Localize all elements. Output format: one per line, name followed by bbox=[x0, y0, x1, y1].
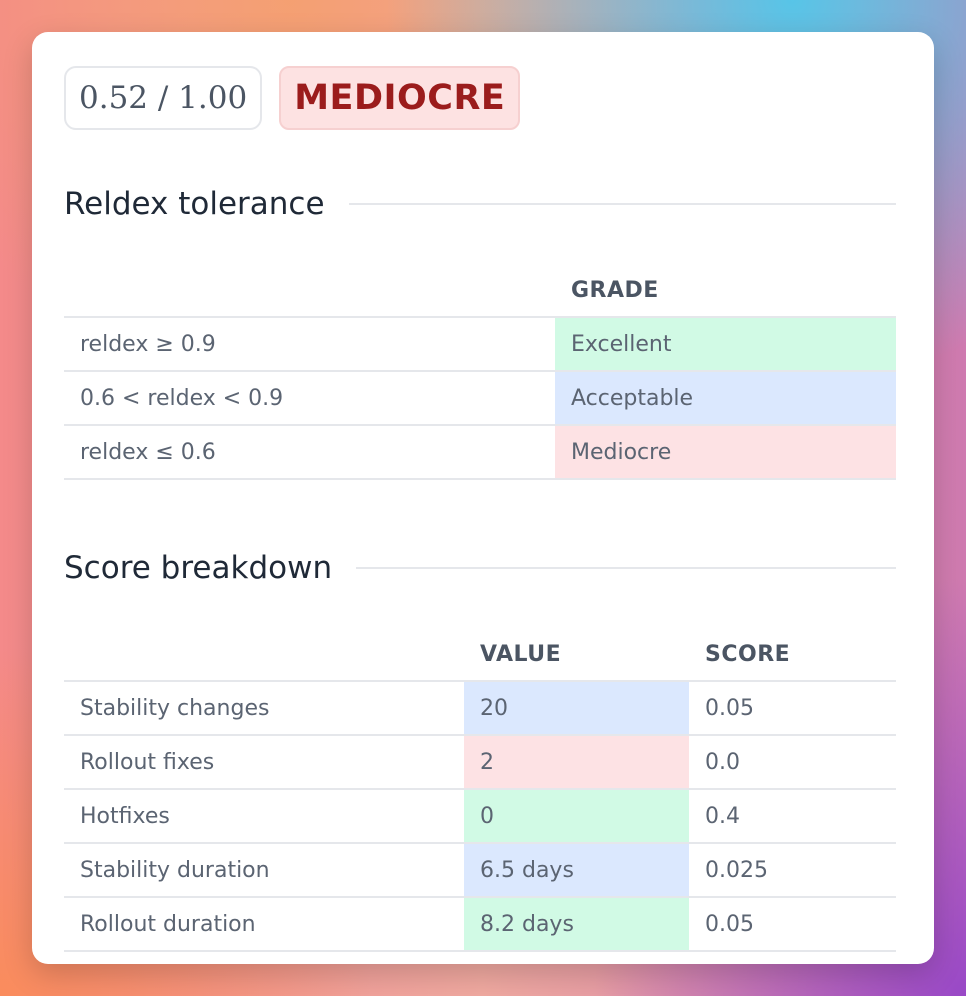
grade-cell: Acceptable bbox=[555, 371, 896, 426]
breakdown-table: VALUE SCORE Stability changes 20 0.05 Rollo… bbox=[64, 628, 896, 952]
section-divider bbox=[356, 567, 896, 569]
table-row: Rollout duration 8.2 days 0.05 bbox=[64, 897, 896, 952]
condition-cell: reldex ≤ 0.6 bbox=[64, 425, 555, 480]
metric-cell: Hotfixes bbox=[64, 789, 464, 844]
condition-cell: 0.6 < reldex < 0.9 bbox=[64, 371, 555, 426]
value-cell: 2 bbox=[464, 735, 689, 790]
metric-cell: Stability duration bbox=[64, 843, 464, 898]
score-column-header: SCORE bbox=[689, 628, 896, 682]
table-row: 0.6 < reldex < 0.9 Acceptable bbox=[64, 371, 896, 426]
score-badges: 0.52 / 1.00 MEDIOCRE bbox=[64, 66, 896, 130]
table-row: Stability changes 20 0.05 bbox=[64, 681, 896, 736]
score-cell: 0.4 bbox=[689, 789, 896, 844]
release-score-card: 0.52 / 1.00 MEDIOCRE Reldex tolerance GR… bbox=[32, 32, 934, 964]
score-cell: 0.05 bbox=[689, 897, 896, 952]
condition-cell: reldex ≥ 0.9 bbox=[64, 317, 555, 372]
table-row: Stability duration 6.5 days 0.025 bbox=[64, 843, 896, 898]
value-cell: 0 bbox=[464, 789, 689, 844]
metric-cell: Rollout fixes bbox=[64, 735, 464, 790]
condition-column-header bbox=[64, 264, 555, 318]
table-header-row: VALUE SCORE bbox=[64, 628, 896, 682]
tolerance-table: GRADE reldex ≥ 0.9 Excellent 0.6 < reldex … bbox=[64, 264, 896, 480]
grade-column-header: GRADE bbox=[555, 264, 896, 318]
grade-cell: Excellent bbox=[555, 317, 896, 372]
metric-column-header bbox=[64, 628, 464, 682]
table-row: Hotfixes 0 0.4 bbox=[64, 789, 896, 844]
tolerance-title: Reldex tolerance bbox=[64, 186, 325, 222]
grade-cell: Mediocre bbox=[555, 425, 896, 480]
grade-badge: MEDIOCRE bbox=[279, 66, 521, 130]
table-row: reldex ≥ 0.9 Excellent bbox=[64, 317, 896, 372]
tolerance-section-header: Reldex tolerance bbox=[64, 186, 896, 222]
breakdown-title: Score breakdown bbox=[64, 550, 333, 586]
score-cell: 0.0 bbox=[689, 735, 896, 790]
score-cell: 0.05 bbox=[689, 681, 896, 736]
table-row: Rollout fixes 2 0.0 bbox=[64, 735, 896, 790]
value-column-header: VALUE bbox=[464, 628, 689, 682]
table-row: reldex ≤ 0.6 Mediocre bbox=[64, 425, 896, 480]
score-value-badge: 0.52 / 1.00 bbox=[64, 66, 263, 130]
score-cell: 0.025 bbox=[689, 843, 896, 898]
table-header-row: GRADE bbox=[64, 264, 896, 318]
value-cell: 8.2 days bbox=[464, 897, 689, 952]
value-cell: 6.5 days bbox=[464, 843, 689, 898]
breakdown-section-header: Score breakdown bbox=[64, 550, 896, 586]
metric-cell: Stability changes bbox=[64, 681, 464, 736]
value-cell: 20 bbox=[464, 681, 689, 736]
metric-cell: Rollout duration bbox=[64, 897, 464, 952]
section-divider bbox=[348, 203, 896, 205]
